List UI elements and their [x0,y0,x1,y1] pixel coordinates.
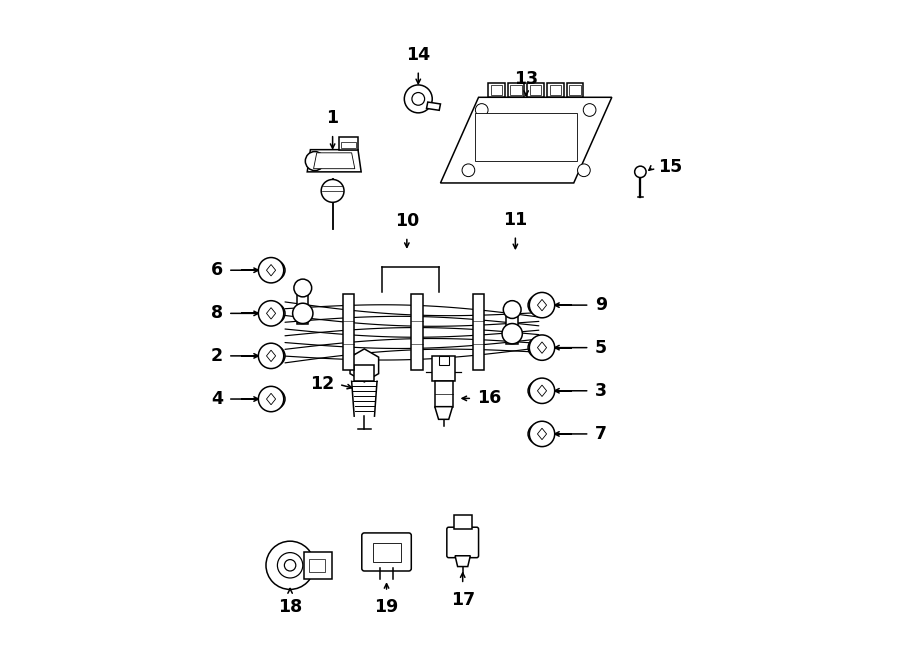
Bar [435,381,453,407]
FancyBboxPatch shape [362,533,411,571]
Bar [491,85,502,95]
Text: 14: 14 [406,46,430,64]
Polygon shape [537,385,546,397]
Text: 3: 3 [595,382,607,400]
Bar [547,83,563,97]
Bar [570,85,580,95]
Text: 15: 15 [658,158,682,176]
Circle shape [277,553,302,578]
FancyBboxPatch shape [304,552,332,578]
Circle shape [292,303,313,323]
Bar [454,515,472,529]
Text: 16: 16 [477,389,501,407]
Polygon shape [266,264,275,276]
Circle shape [502,323,522,344]
Bar [343,294,355,370]
Circle shape [578,164,590,176]
Polygon shape [307,149,361,172]
Bar [341,142,356,148]
Circle shape [503,301,521,319]
Circle shape [258,386,284,412]
Circle shape [294,279,311,297]
FancyBboxPatch shape [446,527,479,558]
Polygon shape [266,393,275,405]
Polygon shape [350,349,379,382]
Text: 7: 7 [595,425,607,443]
Text: 11: 11 [503,211,527,229]
Text: 19: 19 [374,598,399,616]
Bar [309,559,325,572]
Circle shape [529,421,554,447]
Bar [355,366,374,381]
Bar [432,356,455,381]
Circle shape [529,335,554,360]
Polygon shape [313,153,355,169]
Polygon shape [537,428,546,440]
Bar [567,83,583,97]
Text: 9: 9 [595,296,607,314]
Circle shape [462,164,474,176]
Bar [550,85,561,95]
Circle shape [258,258,284,283]
Circle shape [258,343,284,369]
Text: 5: 5 [595,338,607,357]
Polygon shape [297,288,309,323]
Circle shape [404,85,432,113]
Circle shape [583,104,596,116]
Bar [438,356,449,366]
Bar [475,113,577,161]
Polygon shape [537,299,546,311]
Polygon shape [537,342,546,354]
Circle shape [305,151,324,171]
Text: 18: 18 [278,598,302,616]
Circle shape [412,93,425,105]
Polygon shape [266,307,275,319]
Bar [472,294,484,370]
Circle shape [321,180,344,202]
Circle shape [529,292,554,318]
Text: 2: 2 [211,347,223,365]
Circle shape [475,104,488,116]
Bar [373,543,400,562]
Text: 12: 12 [310,375,334,393]
Text: 13: 13 [514,70,538,88]
Polygon shape [455,556,471,566]
Bar [411,294,423,370]
Text: 6: 6 [211,261,223,279]
Bar [510,85,522,95]
Circle shape [266,541,314,590]
Text: 1: 1 [327,110,338,128]
Circle shape [529,378,554,403]
Text: 17: 17 [451,591,475,609]
Polygon shape [427,102,440,110]
Polygon shape [266,350,275,362]
Bar [488,83,505,97]
Circle shape [284,560,296,571]
Bar [339,137,358,149]
Text: 8: 8 [211,304,223,323]
Polygon shape [440,97,612,183]
Bar [527,83,544,97]
Polygon shape [507,309,517,344]
Circle shape [258,301,284,326]
Circle shape [634,166,646,178]
Text: 10: 10 [395,212,419,230]
Polygon shape [435,407,453,419]
Text: 4: 4 [211,390,223,408]
Bar [508,83,524,97]
Bar [530,85,542,95]
